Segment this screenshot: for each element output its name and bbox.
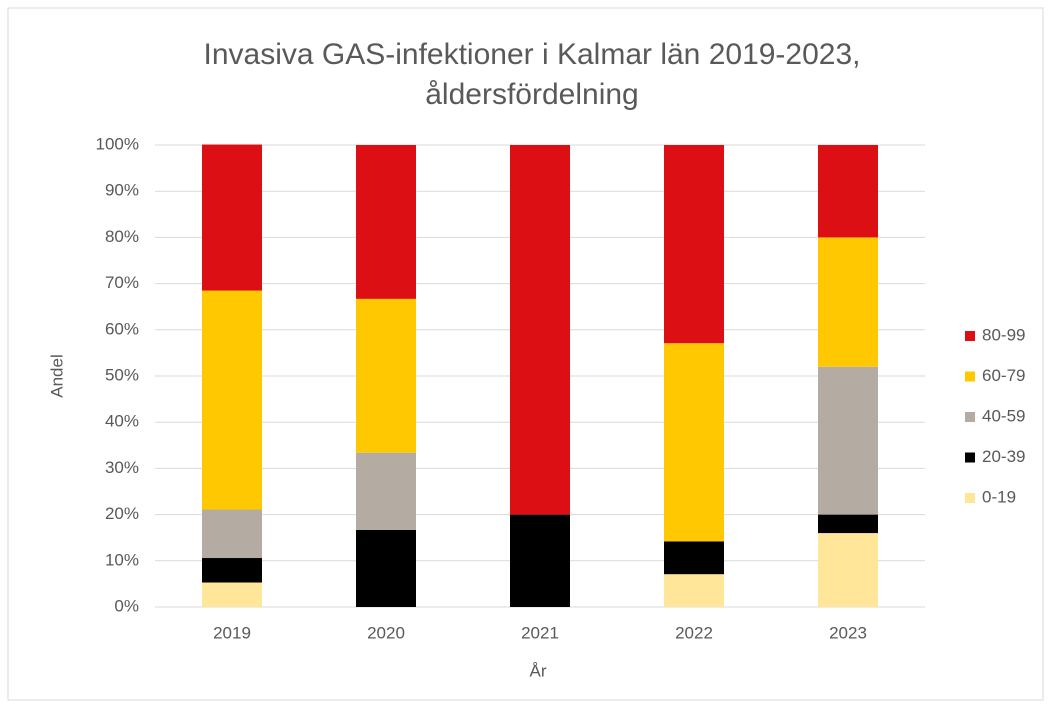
bar-segment (818, 237, 878, 367)
y-tick-label: 10% (105, 550, 139, 569)
y-tick-label: 0% (114, 596, 139, 615)
bar-segment (818, 145, 878, 238)
y-tick-label: 20% (105, 504, 139, 523)
y-tick-label: 80% (105, 227, 139, 246)
bar-segment (202, 509, 262, 559)
legend-label: 60-79 (982, 366, 1025, 385)
y-tick-label: 40% (105, 412, 139, 431)
bar-segment (356, 452, 416, 530)
x-axis-label: År (530, 661, 547, 680)
bar-segment (202, 558, 262, 583)
bar-segment (356, 145, 416, 299)
bar-segment (664, 343, 724, 542)
x-tick-label: 2022 (675, 623, 713, 642)
bar-segment (818, 366, 878, 515)
y-tick-label: 70% (105, 273, 139, 292)
bar-segment (510, 145, 570, 515)
bar-segment (818, 533, 878, 607)
bar-segment (664, 541, 724, 575)
y-axis-label: Andel (47, 354, 66, 397)
bar-segment (510, 514, 570, 607)
bar-segment (356, 298, 416, 453)
x-tick-label: 2021 (521, 623, 559, 642)
bar-segment (818, 514, 878, 534)
y-tick-label: 60% (105, 319, 139, 338)
y-tick-label: 100% (96, 134, 139, 153)
legend-label: 20-39 (982, 447, 1025, 466)
y-tick-label: 50% (105, 365, 139, 384)
bar-segment (202, 582, 262, 607)
legend-label: 40-59 (982, 406, 1025, 425)
x-tick-label: 2019 (213, 623, 251, 642)
y-tick-label: 90% (105, 181, 139, 200)
bar-segment (202, 290, 262, 510)
chart-title: Invasiva GAS-infektioner i Kalmar län 20… (203, 38, 860, 71)
legend-swatch (965, 331, 975, 341)
bar-segment (356, 529, 416, 607)
legend-swatch (965, 452, 975, 463)
legend-swatch (965, 371, 975, 382)
chart-title: åldersfördelning (425, 78, 638, 111)
legend-swatch (965, 493, 975, 503)
bar-segment (664, 574, 724, 607)
x-tick-label: 2023 (829, 623, 867, 642)
legend-swatch (965, 412, 975, 422)
legend-label: 80-99 (982, 325, 1025, 344)
bar-segment (664, 145, 724, 344)
x-tick-label: 2020 (367, 623, 405, 642)
bar-segment (202, 144, 262, 291)
legend-label: 0-19 (982, 487, 1016, 506)
y-tick-label: 30% (105, 458, 139, 477)
